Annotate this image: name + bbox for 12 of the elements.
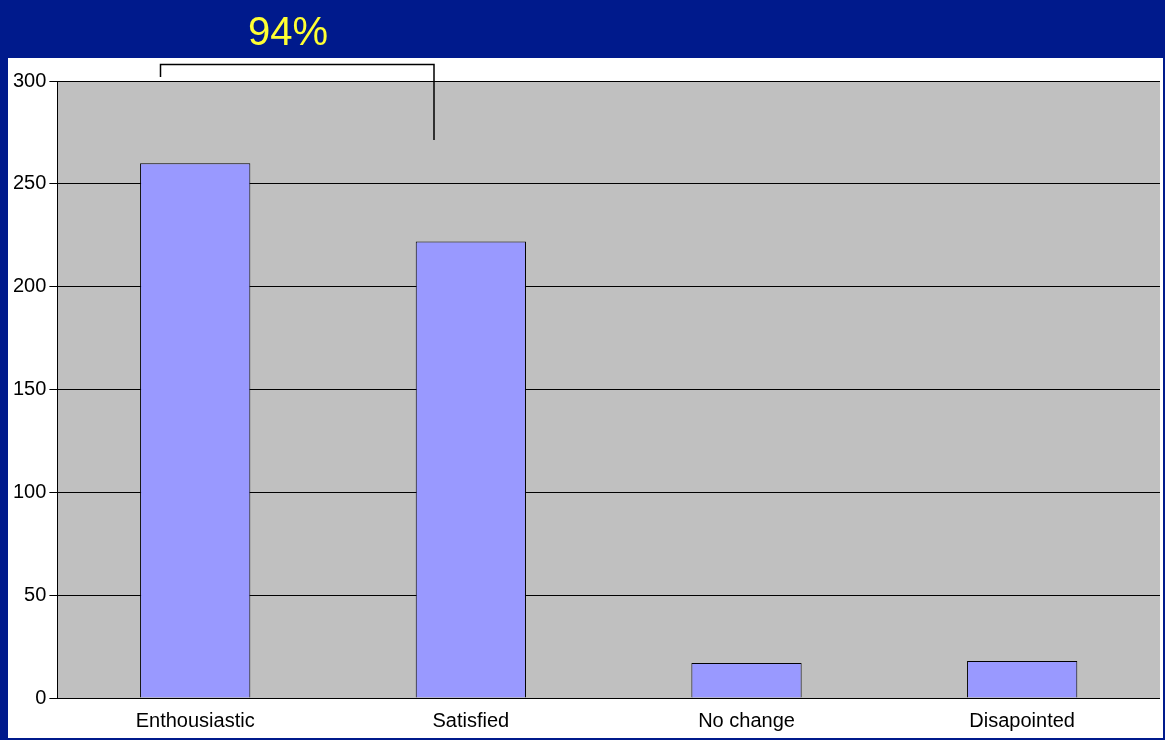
y-tick-label: 150 xyxy=(12,377,47,400)
text: 94% xyxy=(246,8,330,54)
y-tick-label: 200 xyxy=(12,274,47,297)
x-tick-label: Enthousiastic xyxy=(135,708,255,731)
x-tick-label: Satisfied xyxy=(432,708,510,731)
x-tick-label: No change xyxy=(698,708,795,731)
y-tick-label: 0 xyxy=(35,685,47,708)
y-tick-label: 300 xyxy=(12,68,47,91)
x-tick-label: Disapointed xyxy=(969,708,1075,731)
y-tick-label: 250 xyxy=(12,171,47,194)
y-tick-label: 100 xyxy=(12,479,47,502)
y-tick-label: 50 xyxy=(24,582,47,605)
